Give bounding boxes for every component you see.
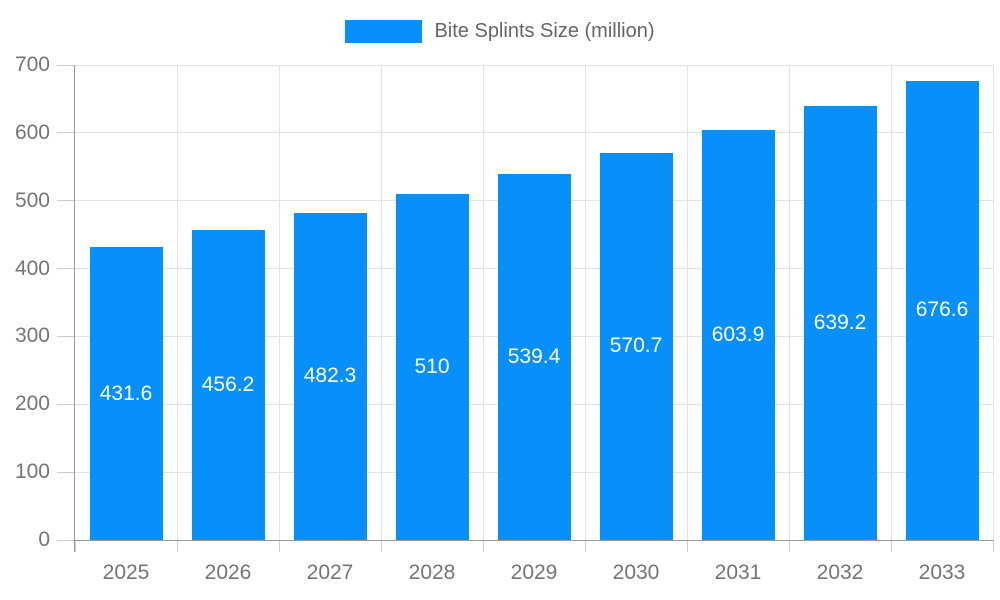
x-axis-tick [788,540,790,552]
v-gridline [788,65,790,540]
v-gridline [686,65,688,540]
bar-value-label: 639.2 [813,311,867,335]
x-axis-tick [176,540,178,552]
y-axis-tick-label: 200 [14,392,50,416]
y-axis-line [74,65,75,552]
bar-2028[interactable] [395,193,469,540]
h-gridline [75,64,993,66]
x-axis-tick [278,540,280,552]
v-gridline [890,65,892,540]
y-axis-tick [57,335,75,337]
legend-swatch-icon [345,20,423,43]
bar-value-label: 539.4 [507,344,561,368]
y-axis-tick-label: 100 [14,460,50,484]
bar-value-label: 570.7 [609,334,663,358]
x-axis-tick-label: 2032 [816,561,864,584]
bar-value-label: 603.9 [711,323,765,347]
v-gridline [176,65,178,540]
x-axis-tick-label: 2033 [918,561,966,584]
x-axis-tick [74,540,76,552]
bar-value-label: 456.2 [201,373,255,397]
x-axis-tick [380,540,382,552]
y-axis-tick [57,200,75,202]
y-axis-tick-label: 400 [14,256,50,280]
y-axis-tick-label: 600 [14,120,50,144]
x-axis-tick-label: 2025 [102,561,150,584]
bar-2031[interactable] [701,130,775,540]
v-gridline [278,65,280,540]
y-axis-tick [57,64,75,66]
v-gridline [584,65,586,540]
bar-value-label: 510 [414,354,450,378]
bar-value-label: 676.6 [915,298,969,322]
x-axis-tick [584,540,586,552]
x-axis-tick-label: 2029 [510,561,558,584]
y-axis-tick-label: 300 [14,324,50,348]
y-axis-tick-label: 500 [14,188,50,212]
x-axis-tick-label: 2027 [306,561,354,584]
y-axis-tick [57,403,75,405]
x-axis-tick-label: 2030 [612,561,660,584]
x-axis-tick [890,540,892,552]
bar-2027[interactable] [293,212,367,540]
bar-2030[interactable] [599,152,673,540]
bar-value-label: 431.6 [99,381,153,405]
y-axis-tick [57,471,75,473]
bar-2026[interactable] [191,230,265,540]
legend: Bite Splints Size (million) [0,20,1000,43]
y-axis-tick-label: 700 [14,53,50,76]
x-axis-tick [686,540,688,552]
v-gridline [380,65,382,540]
v-gridline [992,65,994,540]
bar-value-label: 482.3 [303,364,357,388]
bar-2029[interactable] [497,173,571,540]
legend-item[interactable]: Bite Splints Size (million) [345,20,655,43]
legend-label: Bite Splints Size (million) [434,20,655,42]
x-axis-tick-label: 2028 [408,561,456,584]
x-axis-tick [482,540,484,552]
x-axis-line [74,540,993,541]
bar-2025[interactable] [89,247,163,540]
bar-2033[interactable] [905,80,979,540]
h-gridline [75,132,993,134]
y-axis-tick [57,539,75,541]
y-axis-tick [57,268,75,270]
x-axis-tick-label: 2026 [204,561,252,584]
x-axis-tick [992,540,994,552]
x-axis-tick-label: 2031 [714,561,762,584]
y-axis-tick [57,132,75,134]
bar-2032[interactable] [803,106,877,540]
v-gridline [482,65,484,540]
y-axis-tick-label: 0 [38,528,50,551]
